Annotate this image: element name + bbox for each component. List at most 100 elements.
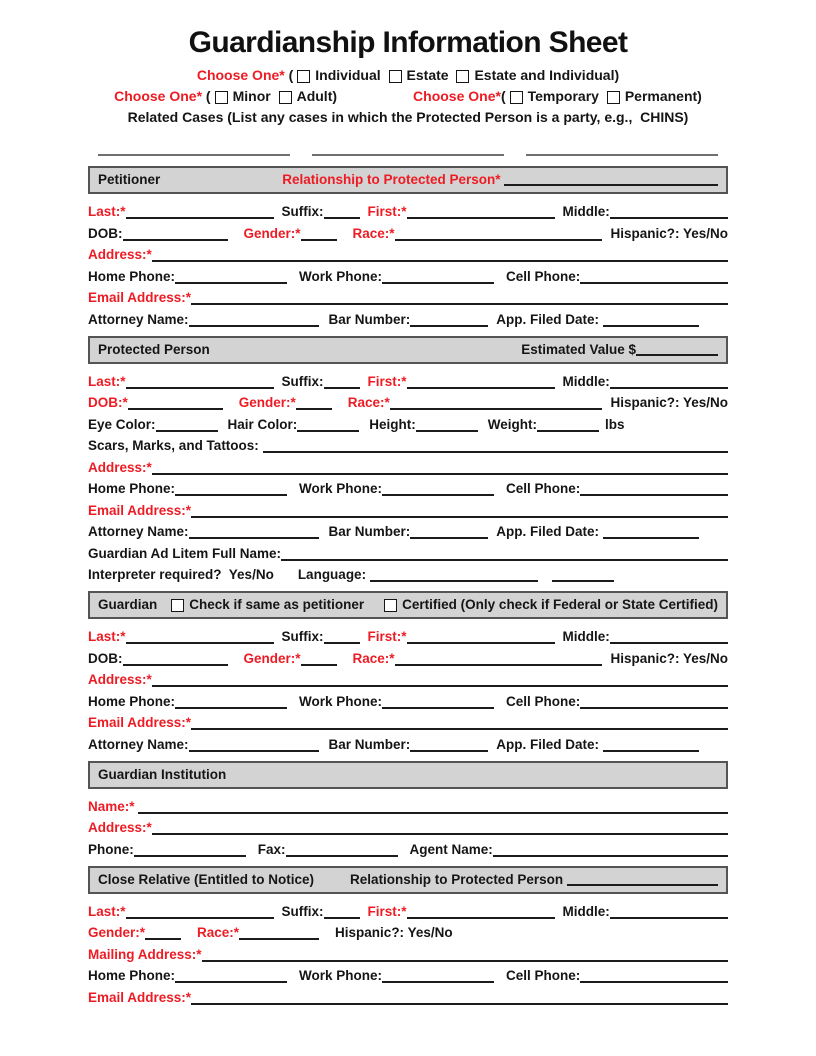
guardian-gender-line[interactable] — [300, 652, 337, 666]
protected-height-line[interactable] — [415, 418, 478, 432]
protected-bar-number-line[interactable] — [410, 525, 489, 539]
estate-and-individual-checkbox[interactable] — [456, 70, 470, 83]
relative-first-line[interactable] — [406, 905, 555, 919]
petitioner-app-filed-date-line[interactable] — [602, 313, 699, 327]
protected-attorney-name-line[interactable] — [188, 525, 319, 539]
relative-work-phone-line[interactable] — [382, 969, 495, 983]
petitioner-relationship-line[interactable] — [504, 172, 718, 186]
protected-cell-phone-line[interactable] — [580, 482, 728, 496]
institution-fax-line[interactable] — [285, 843, 398, 857]
protected-email-line[interactable] — [191, 504, 728, 518]
institution-address-line[interactable] — [151, 821, 728, 835]
institution-phone-line[interactable] — [133, 843, 246, 857]
protected-hair-color-line[interactable] — [297, 418, 360, 432]
protected-work-phone-line[interactable] — [382, 482, 495, 496]
relative-mailing-address-line[interactable] — [201, 948, 728, 962]
language-extra-line[interactable] — [551, 568, 614, 582]
guardian-work-phone-line[interactable] — [382, 695, 495, 709]
related-case-line-2[interactable] — [312, 142, 504, 156]
estate-checkbox[interactable] — [388, 70, 402, 83]
protected-weight-line[interactable] — [537, 418, 600, 432]
protected-dob-line[interactable] — [127, 396, 223, 410]
protected-address-line[interactable] — [151, 461, 728, 475]
protected-last-line[interactable] — [125, 375, 274, 389]
spacer — [287, 495, 299, 496]
relative-cell-phone-line[interactable] — [580, 969, 728, 983]
field-label: Suffix: — [281, 903, 324, 919]
guardian-suffix-line[interactable] — [323, 630, 360, 644]
guardian-race-line[interactable] — [394, 652, 603, 666]
form-row: Address:* — [88, 460, 728, 475]
same-as-petitioner-label: Check if same as petitioner — [189, 597, 365, 612]
relative-relationship-line[interactable] — [566, 872, 718, 886]
institution-name-line[interactable] — [138, 800, 728, 814]
petitioner-middle-line[interactable] — [609, 205, 728, 219]
related-case-line-3[interactable] — [526, 142, 718, 156]
estimated-value-line[interactable] — [636, 342, 718, 356]
petitioner-bar-number-line[interactable] — [410, 313, 489, 327]
guardian-first-line[interactable] — [406, 630, 555, 644]
petitioner-last-line[interactable] — [125, 205, 274, 219]
petitioner-address-line[interactable] — [151, 248, 728, 262]
guardian-email-line[interactable] — [191, 716, 728, 730]
petitioner-home-phone-line[interactable] — [175, 270, 288, 284]
protected-eye-color-line[interactable] — [155, 418, 218, 432]
guardian-bar-number-line[interactable] — [410, 738, 489, 752]
protected-gender-line[interactable] — [295, 396, 332, 410]
petitioner-first-line[interactable] — [406, 205, 555, 219]
related-case-line-1[interactable] — [98, 142, 290, 156]
petitioner-gender-line[interactable] — [300, 227, 337, 241]
petitioner-cell-phone-line[interactable] — [580, 270, 728, 284]
protected-first-line[interactable] — [406, 375, 555, 389]
petitioner-dob-line[interactable] — [122, 227, 228, 241]
certified-checkbox[interactable] — [384, 599, 398, 612]
protected-middle-line[interactable] — [609, 375, 728, 389]
protected-scars-line[interactable] — [262, 439, 728, 453]
field-label: Gender:* — [88, 925, 146, 940]
guardian-ad-litem-name-line[interactable] — [281, 547, 728, 561]
petitioner-work-phone-line[interactable] — [382, 270, 495, 284]
protected-race-line[interactable] — [389, 396, 603, 410]
adult-checkbox[interactable] — [278, 91, 292, 104]
protected-app-filed-date-line[interactable] — [602, 525, 699, 539]
protected-home-phone-line[interactable] — [175, 482, 288, 496]
field-label: Gender:* — [243, 225, 301, 241]
protected-suffix-line[interactable] — [323, 375, 360, 389]
relative-email-line[interactable] — [191, 991, 728, 1005]
agent-name-line[interactable] — [492, 843, 728, 857]
field-label: Name:* — [88, 798, 139, 814]
spacer — [555, 388, 563, 389]
petitioner-suffix-line[interactable] — [323, 205, 360, 219]
guardian-cell-phone-line[interactable] — [580, 695, 728, 709]
relative-middle-line[interactable] — [609, 905, 728, 919]
relative-gender-line[interactable] — [145, 926, 182, 940]
petitioner-race-line[interactable] — [394, 227, 603, 241]
guardian-dob-line[interactable] — [122, 652, 228, 666]
same-as-petitioner-checkbox[interactable] — [171, 599, 185, 612]
relative-suffix-line[interactable] — [323, 905, 360, 919]
field-label: Guardian Ad Litem Full Name: — [88, 545, 282, 561]
guardian-middle-line[interactable] — [609, 630, 728, 644]
guardian-address-line[interactable] — [151, 673, 728, 687]
petitioner-email-line[interactable] — [191, 291, 728, 305]
individual-checkbox[interactable] — [297, 70, 311, 83]
field-label: Individual — [315, 67, 385, 83]
temporary-checkbox[interactable] — [509, 91, 523, 104]
field-label: Home Phone: — [88, 968, 176, 983]
guardian-home-phone-line[interactable] — [175, 695, 288, 709]
minor-checkbox[interactable] — [214, 91, 228, 104]
guardian-app-filed-date-line[interactable] — [602, 738, 699, 752]
relative-last-line[interactable] — [125, 905, 274, 919]
spacer — [337, 665, 353, 666]
guardian-attorney-name-line[interactable] — [188, 738, 319, 752]
spacer — [555, 643, 563, 644]
petitioner-attorney-name-line[interactable] — [188, 313, 319, 327]
guardian-last-line[interactable] — [125, 630, 274, 644]
permanent-checkbox[interactable] — [606, 91, 620, 104]
field-label: Attorney Name: — [88, 736, 189, 752]
language-line[interactable] — [369, 568, 538, 582]
field-label: Middle: — [562, 373, 610, 389]
relative-home-phone-line[interactable] — [175, 969, 288, 983]
field-label: Scars, Marks, and Tattoos: — [88, 438, 263, 453]
relative-race-line[interactable] — [239, 926, 320, 940]
